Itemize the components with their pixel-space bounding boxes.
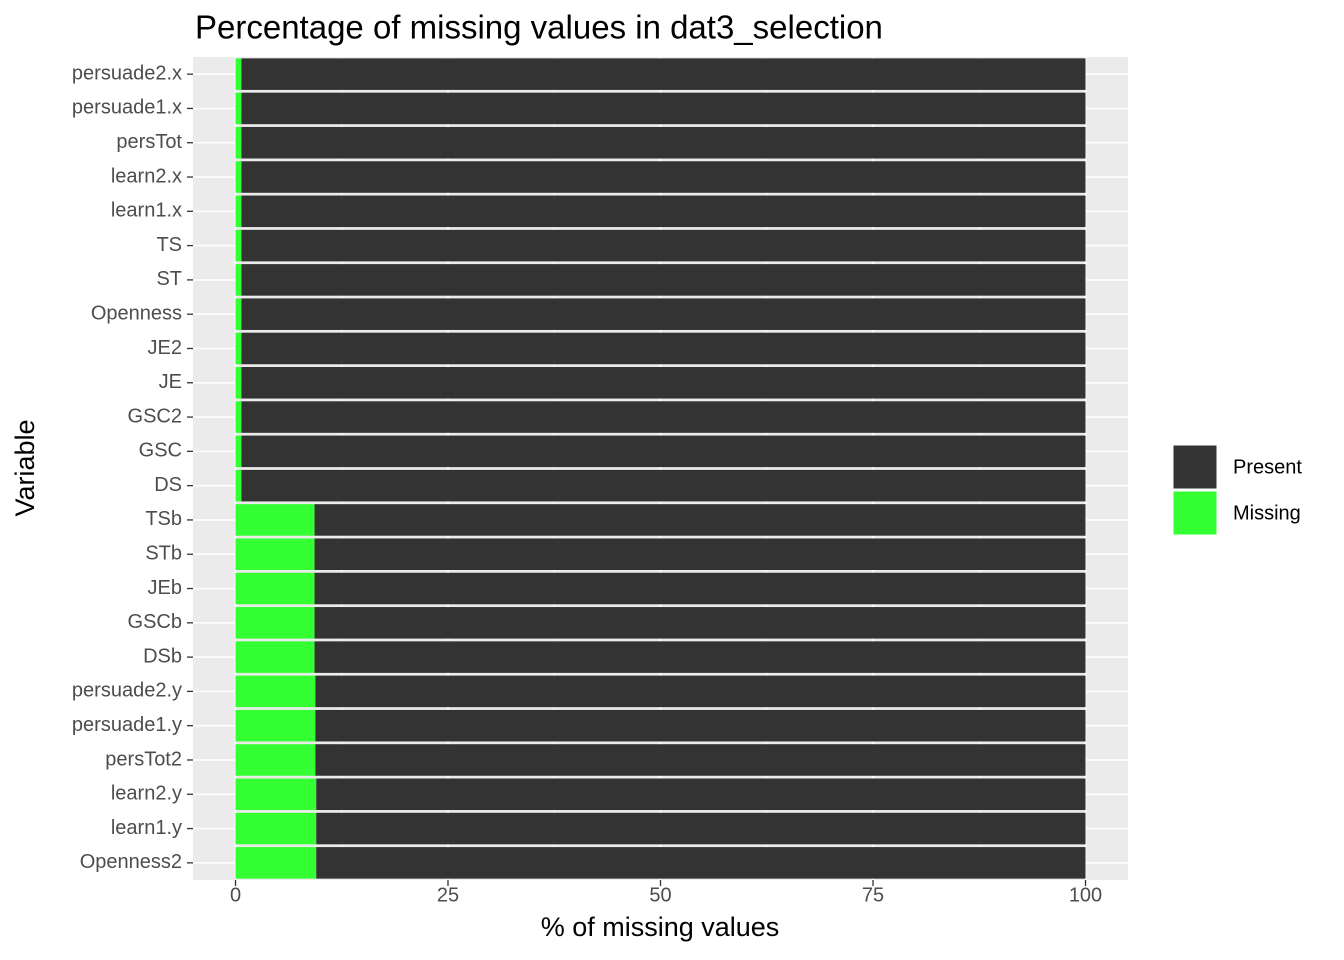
bar-segment: [316, 847, 1086, 879]
y-tick-label: GSC2: [128, 405, 182, 427]
legend-label: Present: [1233, 456, 1302, 478]
legend-swatch: [1172, 444, 1218, 490]
bar-segment: [235, 538, 315, 571]
bar-segment: [235, 812, 317, 845]
legend-swatch: [1172, 490, 1218, 536]
bar-segment: [241, 195, 1086, 228]
bar-segment: [241, 264, 1086, 296]
bar-segment: [235, 504, 315, 536]
legend-label: Missing: [1233, 502, 1301, 524]
bar-segment: [314, 607, 1086, 639]
x-tick-label: 100: [1069, 884, 1102, 906]
bar-segment: [235, 229, 242, 262]
bar-segment: [315, 744, 1086, 776]
bar-segment: [235, 778, 317, 811]
bar-segment: [315, 675, 1086, 708]
bar-segment: [316, 812, 1086, 845]
bar-segment: [314, 641, 1086, 673]
y-tick-label: TS: [156, 234, 182, 256]
bar-segment: [235, 126, 242, 159]
bar-segment: [241, 161, 1086, 193]
x-axis-title: % of missing values: [541, 912, 780, 942]
bar-segment: [235, 298, 242, 330]
y-tick-label: persTot2: [105, 748, 182, 770]
y-tick-label: persuade1.x: [72, 97, 182, 119]
bar-segment: [241, 92, 1086, 125]
bar-segment: [314, 504, 1086, 536]
y-tick-label: JE2: [148, 337, 182, 359]
bar-segment: [241, 366, 1086, 399]
bar-segment: [235, 92, 242, 125]
bar-segment: [241, 229, 1086, 262]
bar-segment: [235, 744, 316, 776]
y-tick-label: learn2.x: [111, 165, 182, 187]
bar-segment: [241, 435, 1086, 468]
bar-segment: [316, 778, 1086, 811]
bar-segment: [235, 195, 242, 228]
bar-segment: [235, 332, 242, 365]
x-tick-label: 75: [862, 884, 884, 906]
y-axis-title: Variable: [10, 419, 40, 516]
y-tick-label: DS: [154, 474, 182, 496]
chart-title: Percentage of missing values in dat3_sel…: [195, 9, 883, 46]
bar-segment: [235, 161, 242, 193]
x-tick-label: 0: [230, 884, 241, 906]
y-tick-label: persuade2.y: [72, 680, 182, 702]
y-tick-label: JE: [159, 371, 182, 393]
x-tick-label: 50: [649, 884, 671, 906]
y-tick-label: GSCb: [128, 611, 182, 633]
bar-segment: [235, 435, 242, 468]
y-tick-label: ST: [156, 268, 182, 290]
bar-segment: [235, 401, 242, 433]
bar-segment: [235, 572, 315, 605]
y-tick-label: persTot: [116, 131, 182, 153]
y-tick-label: learn1.y: [111, 817, 182, 839]
bar-segment: [235, 607, 315, 639]
bar-segment: [235, 469, 242, 502]
y-tick-label: Openness2: [80, 851, 182, 873]
bar-segment: [235, 264, 242, 296]
y-tick-label: persuade1.y: [72, 714, 182, 736]
bar-segment: [235, 709, 316, 742]
bar-segment: [241, 401, 1086, 433]
bar-segment: [315, 709, 1086, 742]
x-tick-label: 25: [437, 884, 459, 906]
bar-segment: [314, 572, 1086, 605]
bar-segment: [235, 58, 242, 90]
y-tick-label: JEb: [148, 577, 182, 599]
y-tick-label: learn2.y: [111, 783, 182, 805]
y-tick-label: persuade2.x: [72, 62, 182, 84]
bar-segment: [235, 847, 317, 879]
bar-segment: [314, 538, 1086, 571]
y-tick-label: GSC: [139, 440, 182, 462]
y-tick-label: STb: [145, 543, 182, 565]
y-tick-label: learn1.x: [111, 200, 182, 222]
bar-segment: [241, 298, 1086, 330]
bar-segment: [241, 469, 1086, 502]
y-tick-label: TSb: [145, 508, 182, 530]
y-tick-label: Openness: [91, 302, 182, 324]
bar-segment: [235, 366, 242, 399]
bar-segment: [241, 332, 1086, 365]
bar-segment: [235, 641, 315, 673]
bar-segment: [241, 58, 1086, 90]
y-tick-label: DSb: [143, 645, 182, 667]
bar-segment: [235, 675, 316, 708]
bar-segment: [241, 126, 1086, 159]
